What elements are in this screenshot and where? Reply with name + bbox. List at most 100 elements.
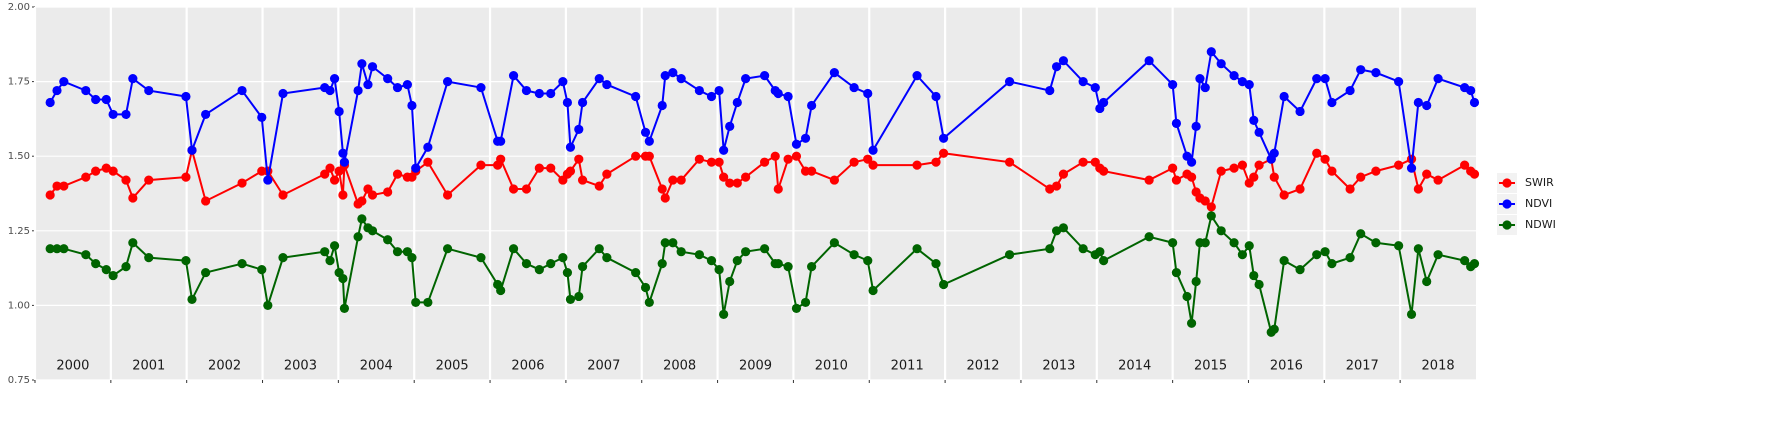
data-point	[829, 68, 839, 78]
panel	[35, 7, 1476, 380]
data-point	[363, 79, 373, 90]
data-point	[1058, 56, 1069, 66]
data-point	[676, 175, 686, 185]
data-point	[181, 256, 191, 266]
y-tick-label: 1.50	[8, 151, 30, 162]
data-point	[108, 166, 118, 176]
data-point	[1078, 244, 1088, 254]
data-point	[1269, 148, 1279, 158]
data-point	[602, 169, 612, 179]
data-point	[91, 166, 101, 176]
data-point	[1433, 74, 1443, 84]
x-tick-label: 2002	[208, 359, 241, 374]
data-point	[631, 91, 641, 102]
data-point	[357, 214, 367, 224]
data-point	[574, 291, 584, 302]
data-point	[201, 267, 211, 278]
data-point	[383, 235, 393, 245]
data-point	[52, 181, 62, 191]
x-tick-label: 2007	[587, 359, 620, 374]
data-point	[1090, 82, 1100, 93]
data-point	[931, 157, 941, 167]
data-point	[325, 256, 335, 266]
data-point	[1200, 238, 1210, 248]
data-point	[392, 169, 403, 179]
data-point	[1327, 259, 1337, 269]
data-point	[101, 94, 111, 105]
data-point	[725, 178, 735, 188]
data-point	[329, 241, 340, 251]
data-point	[829, 238, 839, 248]
data-point	[201, 196, 211, 206]
data-point	[868, 285, 878, 296]
y-tick-label: 0.75	[8, 375, 30, 386]
y-tick-label: 2.00	[8, 2, 30, 13]
data-point	[1295, 264, 1305, 275]
data-point	[1460, 160, 1470, 170]
data-point	[1099, 97, 1109, 108]
data-point	[849, 250, 859, 260]
data-point	[668, 175, 678, 185]
data-point	[392, 82, 403, 93]
data-point	[732, 256, 742, 266]
data-point	[807, 100, 817, 111]
data-point	[128, 74, 138, 84]
data-point	[442, 244, 453, 254]
data-point	[1195, 74, 1205, 84]
data-point	[534, 163, 544, 173]
data-point	[565, 166, 576, 176]
data-point	[1249, 115, 1259, 125]
data-point	[1466, 85, 1476, 96]
data-point	[773, 88, 783, 99]
data-point	[45, 190, 55, 200]
x-tick-label: 2011	[891, 359, 924, 374]
data-point	[631, 267, 641, 278]
data-point	[1171, 175, 1182, 185]
x-tick-label: 2005	[436, 359, 469, 374]
data-point	[1269, 324, 1279, 334]
data-point	[1249, 270, 1259, 281]
data-point	[108, 109, 118, 120]
data-point	[521, 85, 532, 96]
data-point	[1371, 68, 1381, 78]
data-point	[546, 163, 556, 173]
data-point	[278, 88, 288, 99]
data-point	[81, 85, 91, 96]
x-tick-label: 2004	[360, 359, 393, 374]
data-point	[741, 247, 751, 257]
data-point	[181, 172, 191, 182]
data-point	[1229, 163, 1239, 173]
data-point	[577, 175, 588, 185]
data-point	[558, 253, 568, 263]
data-point	[938, 133, 949, 143]
data-point	[1144, 56, 1154, 66]
data-point	[534, 88, 544, 99]
data-point	[863, 256, 873, 266]
data-point	[546, 259, 556, 269]
data-point	[45, 97, 55, 108]
data-point	[1051, 62, 1062, 72]
data-point	[1406, 309, 1417, 319]
data-point	[1144, 232, 1154, 242]
data-point	[644, 136, 654, 146]
data-point	[1078, 77, 1088, 87]
data-point	[1206, 211, 1216, 221]
data-point	[1279, 256, 1289, 266]
data-point	[1206, 202, 1216, 212]
data-point	[1345, 253, 1355, 263]
data-point	[334, 106, 344, 117]
data-point	[668, 68, 678, 78]
data-point	[863, 154, 873, 164]
data-point	[508, 244, 519, 254]
data-point	[676, 74, 686, 84]
data-point	[644, 297, 654, 308]
data-point	[1371, 166, 1381, 176]
data-point	[534, 264, 544, 275]
data-point	[562, 267, 573, 278]
data-point	[1254, 160, 1264, 170]
data-point	[1469, 97, 1480, 108]
data-point	[807, 166, 817, 176]
data-point	[783, 91, 793, 102]
data-point	[144, 85, 154, 96]
